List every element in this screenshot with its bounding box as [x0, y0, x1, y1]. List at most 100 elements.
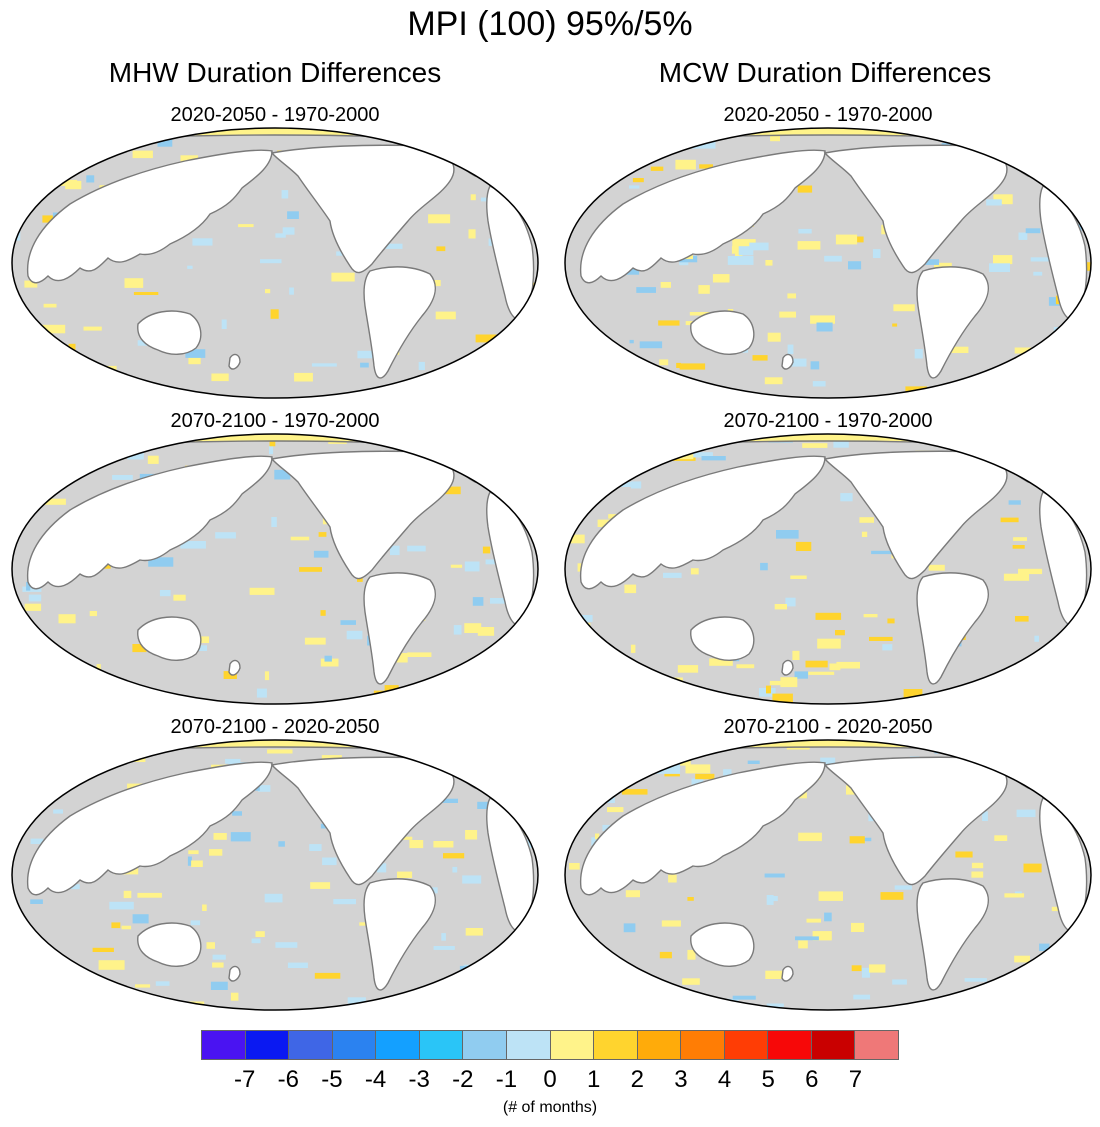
- anomaly-cell: [567, 335, 587, 345]
- anomaly-cell: [749, 242, 769, 251]
- anomaly-cell: [418, 361, 425, 371]
- anomaly-cell: [786, 358, 807, 367]
- anomaly-cell: [861, 967, 871, 978]
- anomaly-cell: [52, 442, 60, 450]
- anomaly-cell: [96, 991, 116, 1002]
- anomaly-cell: [971, 871, 984, 878]
- anomaly-cell: [211, 373, 229, 382]
- anomaly-cell: [180, 541, 206, 549]
- anomaly-cell: [569, 863, 580, 870]
- land-shape: [1038, 491, 1088, 626]
- anomaly-cell: [597, 1006, 618, 1010]
- anomaly-cell: [112, 475, 133, 480]
- anomaly-cell: [249, 587, 275, 595]
- anomaly-cell: [393, 653, 408, 663]
- anomaly-cell: [278, 841, 285, 847]
- anomaly-cell: [69, 884, 80, 890]
- colorbar-swatch: [768, 1031, 812, 1059]
- anomaly-cell: [357, 350, 383, 359]
- anomaly-cell: [412, 136, 427, 143]
- anomaly-cell: [310, 882, 331, 889]
- anomaly-cell: [264, 671, 270, 681]
- land-shape: [781, 353, 794, 370]
- anomaly-cell: [476, 367, 497, 371]
- anomaly-cell: [15, 369, 39, 378]
- anomaly-cell: [1066, 946, 1085, 954]
- anomaly-cell: [1039, 943, 1050, 951]
- anomaly-cell: [578, 767, 605, 774]
- anomaly-cell: [132, 914, 149, 924]
- anomaly-cell: [58, 179, 78, 186]
- anomaly-cell: [955, 851, 973, 858]
- anomaly-cell: [993, 194, 1013, 205]
- anomaly-cell: [770, 131, 780, 142]
- anomaly-cell: [269, 446, 274, 455]
- anomaly-cell: [824, 912, 832, 922]
- colorbar-swatch: [855, 1031, 898, 1059]
- anomaly-cell: [610, 482, 618, 487]
- anomaly-cell: [209, 849, 223, 856]
- anomaly-cell: [1027, 970, 1050, 980]
- anomaly-cell: [22, 586, 42, 592]
- land-shape: [579, 149, 826, 284]
- anomaly-cell: [851, 922, 865, 932]
- anomaly-cell: [627, 369, 643, 379]
- anomaly-cell: [441, 992, 464, 998]
- colorbar-swatch: [550, 1031, 595, 1059]
- anomaly-cell: [650, 166, 664, 171]
- anomaly-cell: [30, 838, 44, 844]
- anomaly-cell: [853, 994, 871, 1000]
- anomaly-cell: [675, 159, 696, 170]
- anomaly-cell: [658, 320, 680, 326]
- anomaly-cell: [188, 850, 199, 855]
- map-frame: [564, 127, 1092, 399]
- land-shape: [137, 922, 202, 967]
- anomaly-cell: [260, 259, 282, 264]
- colorbar-tick-label: 1: [586, 1066, 601, 1093]
- anomaly-cell: [357, 577, 363, 582]
- anomaly-cell: [435, 311, 456, 320]
- anomaly-cell: [482, 546, 491, 554]
- anomaly-cell: [465, 928, 483, 936]
- land-shape: [363, 878, 436, 991]
- colorbar-tick-label: 4: [717, 1066, 732, 1093]
- anomaly-cell: [723, 769, 732, 776]
- colorbar-swatch: [637, 1031, 682, 1059]
- anomaly-cell: [462, 875, 482, 884]
- anomaly-cell: [275, 942, 298, 948]
- anomaly-cell: [629, 339, 634, 344]
- anomaly-cell: [433, 841, 454, 848]
- anomaly-cell: [24, 280, 38, 288]
- anomaly-cell: [30, 351, 42, 361]
- anomaly-cell: [1018, 568, 1043, 575]
- anomaly-cell: [1004, 893, 1025, 898]
- anomaly-cell: [98, 960, 125, 970]
- anomaly-cell: [636, 287, 656, 293]
- anomaly-cell: [479, 159, 501, 164]
- anomaly-cell: [464, 561, 480, 572]
- anomaly-cell: [663, 572, 682, 578]
- anomaly-cell: [1008, 500, 1021, 505]
- anomaly-cell: [433, 946, 455, 950]
- land-shape: [26, 455, 273, 590]
- anomaly-cell: [1029, 172, 1055, 177]
- panel-mcw-2: 2070-2100 - 1970-2000: [553, 408, 1100, 708]
- anomaly-cell: [1073, 179, 1082, 184]
- anomaly-cell: [1003, 573, 1030, 581]
- anomaly-cell: [914, 349, 923, 359]
- anomaly-cell: [1030, 257, 1049, 262]
- anomaly-cell: [1073, 949, 1091, 955]
- panel-mcw-3: 2070-2100 - 2020-2050: [553, 714, 1100, 1014]
- anomaly-cell: [835, 630, 845, 636]
- anomaly-cell: [251, 938, 261, 944]
- anomaly-cell: [698, 285, 710, 294]
- anomaly-cell: [747, 760, 760, 764]
- anomaly-cell: [636, 446, 642, 451]
- anomaly-cell: [1025, 999, 1034, 1007]
- anomaly-cell: [430, 887, 438, 894]
- anomaly-cell: [580, 676, 595, 684]
- anomaly-cell: [1012, 545, 1025, 549]
- colorbar-tick-label: 6: [805, 1066, 819, 1093]
- panel-mhw-1: 2020-2050 - 1970-2000: [0, 102, 550, 402]
- land-shape: [363, 572, 436, 685]
